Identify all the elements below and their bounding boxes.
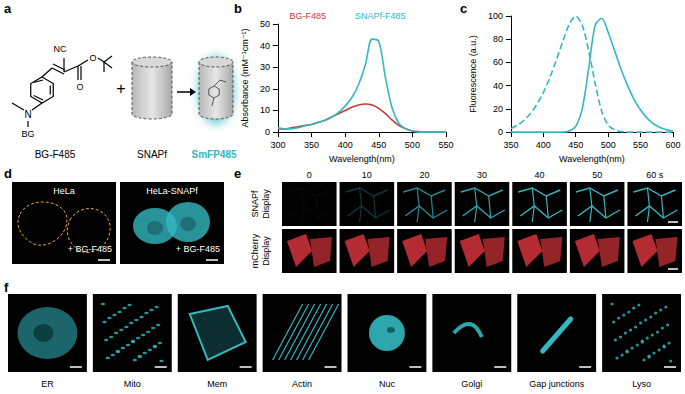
svg-text:60 s: 60 s — [646, 170, 664, 180]
svg-text:NC: NC — [54, 44, 67, 54]
svg-text:Actin: Actin — [292, 379, 312, 389]
svg-text:10: 10 — [260, 105, 270, 115]
svg-text:SmFP485: SmFP485 — [191, 149, 236, 160]
svg-text:f: f — [4, 280, 9, 295]
svg-text:Gap junctions: Gap junctions — [529, 379, 585, 389]
svg-text:350: 350 — [503, 140, 518, 150]
svg-text:300: 300 — [270, 140, 285, 150]
svg-text:450: 450 — [371, 140, 386, 150]
svg-text:450: 450 — [568, 140, 583, 150]
svg-text:HeLa: HeLa — [53, 186, 75, 196]
svg-text:a: a — [4, 1, 12, 16]
svg-text:30: 30 — [477, 170, 487, 180]
svg-text:SNAPf: SNAPf — [137, 149, 167, 160]
svg-text:HeLa-SNAPf: HeLa-SNAPf — [146, 186, 198, 196]
svg-text:Mem: Mem — [207, 379, 227, 389]
svg-text:400: 400 — [536, 140, 551, 150]
svg-text:BG-F485: BG-F485 — [35, 149, 76, 160]
svg-text:Fluorescence (a.u.): Fluorescence (a.u.) — [468, 35, 478, 113]
svg-text:ER: ER — [41, 379, 54, 389]
svg-text:0: 0 — [307, 170, 312, 180]
svg-text:20: 20 — [260, 84, 270, 94]
svg-text:BG-F485: BG-F485 — [289, 11, 326, 21]
svg-text:40: 40 — [535, 170, 545, 180]
svg-text:N: N — [24, 109, 31, 120]
svg-text:40: 40 — [260, 41, 270, 51]
svg-text:Lyso: Lyso — [632, 379, 651, 389]
svg-text:Golgi: Golgi — [461, 379, 482, 389]
svg-text:20: 20 — [493, 104, 503, 114]
svg-text:40: 40 — [493, 81, 503, 91]
svg-text:400: 400 — [338, 140, 353, 150]
svg-text:b: b — [234, 1, 242, 16]
svg-text:e: e — [234, 166, 241, 181]
svg-text:0: 0 — [498, 127, 503, 137]
svg-text:100: 100 — [488, 11, 503, 21]
svg-text:0: 0 — [265, 127, 270, 137]
svg-text:50: 50 — [592, 170, 602, 180]
svg-text:550: 550 — [438, 140, 453, 150]
svg-text:BG: BG — [21, 129, 34, 139]
svg-text:SNAPf-F485: SNAPf-F485 — [355, 11, 406, 21]
svg-text:Nuc: Nuc — [379, 379, 396, 389]
svg-text:SNAPf: SNAPf — [250, 190, 260, 218]
svg-text:10: 10 — [362, 170, 372, 180]
svg-text:550: 550 — [633, 140, 648, 150]
svg-text:500: 500 — [405, 140, 420, 150]
svg-text:O: O — [76, 82, 83, 92]
svg-text:60: 60 — [493, 57, 503, 67]
svg-text:Wavelength(nm): Wavelength(nm) — [559, 154, 625, 164]
svg-text:Display: Display — [261, 189, 271, 219]
svg-text:Mito: Mito — [124, 379, 141, 389]
svg-text:30: 30 — [260, 62, 270, 72]
svg-text:d: d — [4, 166, 12, 181]
svg-text:80: 80 — [493, 34, 503, 44]
svg-text:Wavelength(nm): Wavelength(nm) — [329, 154, 395, 164]
svg-text:Display: Display — [261, 236, 271, 266]
svg-text:500: 500 — [601, 140, 616, 150]
svg-text:Absorbance (mM⁻¹cm⁻¹): Absorbance (mM⁻¹cm⁻¹) — [240, 29, 250, 128]
svg-text:50: 50 — [260, 19, 270, 29]
svg-text:20: 20 — [419, 170, 429, 180]
svg-text:+ BG-F485: + BG-F485 — [176, 244, 220, 254]
svg-text:c: c — [460, 1, 467, 16]
svg-text:+ BG-F485: + BG-F485 — [68, 244, 112, 254]
svg-text:O: O — [89, 53, 96, 63]
svg-text:mCherry: mCherry — [250, 233, 260, 268]
svg-text:+: + — [116, 80, 125, 97]
svg-text:350: 350 — [304, 140, 319, 150]
svg-text:600: 600 — [665, 140, 680, 150]
